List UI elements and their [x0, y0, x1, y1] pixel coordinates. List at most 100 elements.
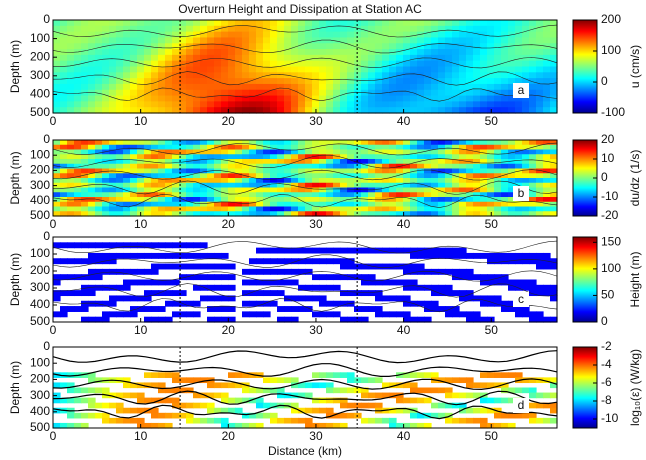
field-cell	[389, 37, 397, 44]
field-cell	[95, 140, 103, 146]
field-cell	[438, 168, 446, 174]
field-cell	[165, 37, 173, 44]
field-cell	[368, 201, 376, 208]
y-tick-label: 300	[30, 388, 50, 402]
field-cell	[473, 178, 481, 184]
field-cell	[550, 154, 558, 160]
field-cell	[291, 417, 299, 424]
field-cell	[137, 392, 145, 399]
field-cell	[340, 66, 348, 73]
field-cell	[410, 178, 418, 184]
field-cell	[116, 83, 124, 91]
field-cell	[53, 274, 61, 281]
field-cell	[214, 60, 222, 68]
field-cell	[550, 206, 558, 212]
field-cell	[53, 201, 61, 208]
field-cell	[501, 66, 509, 73]
field-cell	[193, 144, 201, 151]
field-cell	[466, 20, 474, 27]
field-cell	[263, 173, 271, 179]
field-cell	[480, 54, 488, 62]
field-cell	[438, 402, 446, 409]
field-cell	[172, 178, 180, 184]
field-cell	[501, 187, 509, 193]
field-cell	[452, 192, 460, 198]
field-cell	[249, 107, 257, 114]
field-cell	[452, 31, 460, 39]
field-cell	[536, 258, 544, 265]
field-cell	[179, 290, 187, 297]
field-cell	[137, 252, 145, 259]
field-cell	[410, 72, 418, 79]
field-cell	[123, 279, 131, 286]
field-cell	[137, 31, 145, 39]
field-cell	[368, 49, 376, 56]
field-cell	[473, 201, 481, 208]
field-cell	[522, 43, 530, 50]
field-cell	[263, 60, 271, 68]
field-cell	[207, 274, 215, 281]
field-cell	[431, 107, 439, 114]
field-cell	[319, 163, 327, 170]
field-cell	[536, 101, 544, 108]
field-cell	[403, 279, 411, 286]
field-cell	[326, 78, 334, 85]
field-cell	[459, 182, 467, 189]
field-cell	[417, 206, 425, 212]
field-cell	[326, 31, 334, 39]
field-cell	[424, 43, 432, 50]
field-cell	[368, 392, 376, 399]
field-cell	[319, 201, 327, 208]
field-cell	[109, 187, 117, 193]
field-cell	[165, 60, 173, 68]
field-cell	[270, 66, 278, 73]
field-cell	[200, 197, 208, 203]
field-cell	[375, 31, 383, 39]
field-cell	[270, 192, 278, 198]
field-cell	[298, 66, 306, 73]
field-cell	[403, 206, 411, 212]
field-cell	[256, 300, 264, 307]
field-cell	[403, 25, 411, 33]
field-cell	[480, 149, 488, 155]
field-cell	[410, 397, 418, 404]
field-cell	[284, 201, 292, 208]
field-cell	[522, 60, 530, 68]
colorbar-tick-label: 100	[601, 261, 621, 275]
field-cell	[389, 89, 397, 97]
field-cell	[326, 154, 334, 160]
field-cell	[466, 392, 474, 399]
field-cell	[53, 66, 61, 73]
field-cell	[389, 187, 397, 193]
field-cell	[319, 159, 327, 165]
field-cell	[494, 83, 502, 91]
field-cell	[368, 37, 376, 44]
field-cell	[333, 284, 341, 291]
field-cell	[88, 258, 96, 265]
field-cell	[130, 295, 138, 302]
field-cell	[438, 159, 446, 165]
field-cell	[88, 192, 96, 198]
field-cell	[228, 263, 236, 270]
field-cell	[214, 159, 222, 165]
field-cell	[354, 173, 362, 179]
field-cell	[298, 192, 306, 198]
field-cell	[221, 20, 229, 27]
field-cell	[375, 43, 383, 50]
field-cell	[396, 187, 404, 193]
field-cell	[452, 197, 460, 203]
field-cell	[347, 154, 355, 160]
field-cell	[158, 382, 166, 389]
field-cell	[459, 173, 467, 179]
field-cell	[417, 300, 425, 307]
field-cell	[165, 20, 173, 27]
field-cell	[508, 182, 516, 189]
field-cell	[151, 197, 159, 203]
field-cell	[256, 211, 264, 217]
field-cell	[480, 187, 488, 193]
field-cell	[172, 154, 180, 160]
field-cell	[340, 49, 348, 56]
field-cell	[508, 187, 516, 193]
field-cell	[263, 377, 271, 384]
field-cell	[235, 20, 243, 27]
